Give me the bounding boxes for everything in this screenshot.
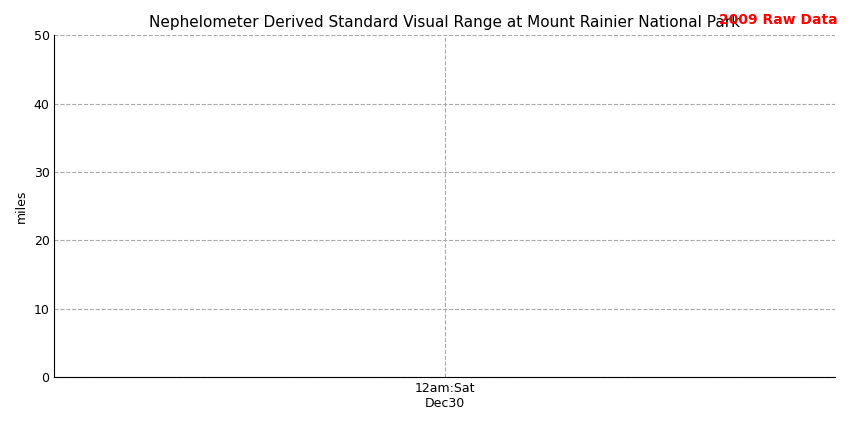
Y-axis label: miles: miles xyxy=(15,190,28,223)
Title: Nephelometer Derived Standard Visual Range at Mount Rainier National Park: Nephelometer Derived Standard Visual Ran… xyxy=(150,15,740,30)
Text: 2009 Raw Data: 2009 Raw Data xyxy=(718,13,837,27)
